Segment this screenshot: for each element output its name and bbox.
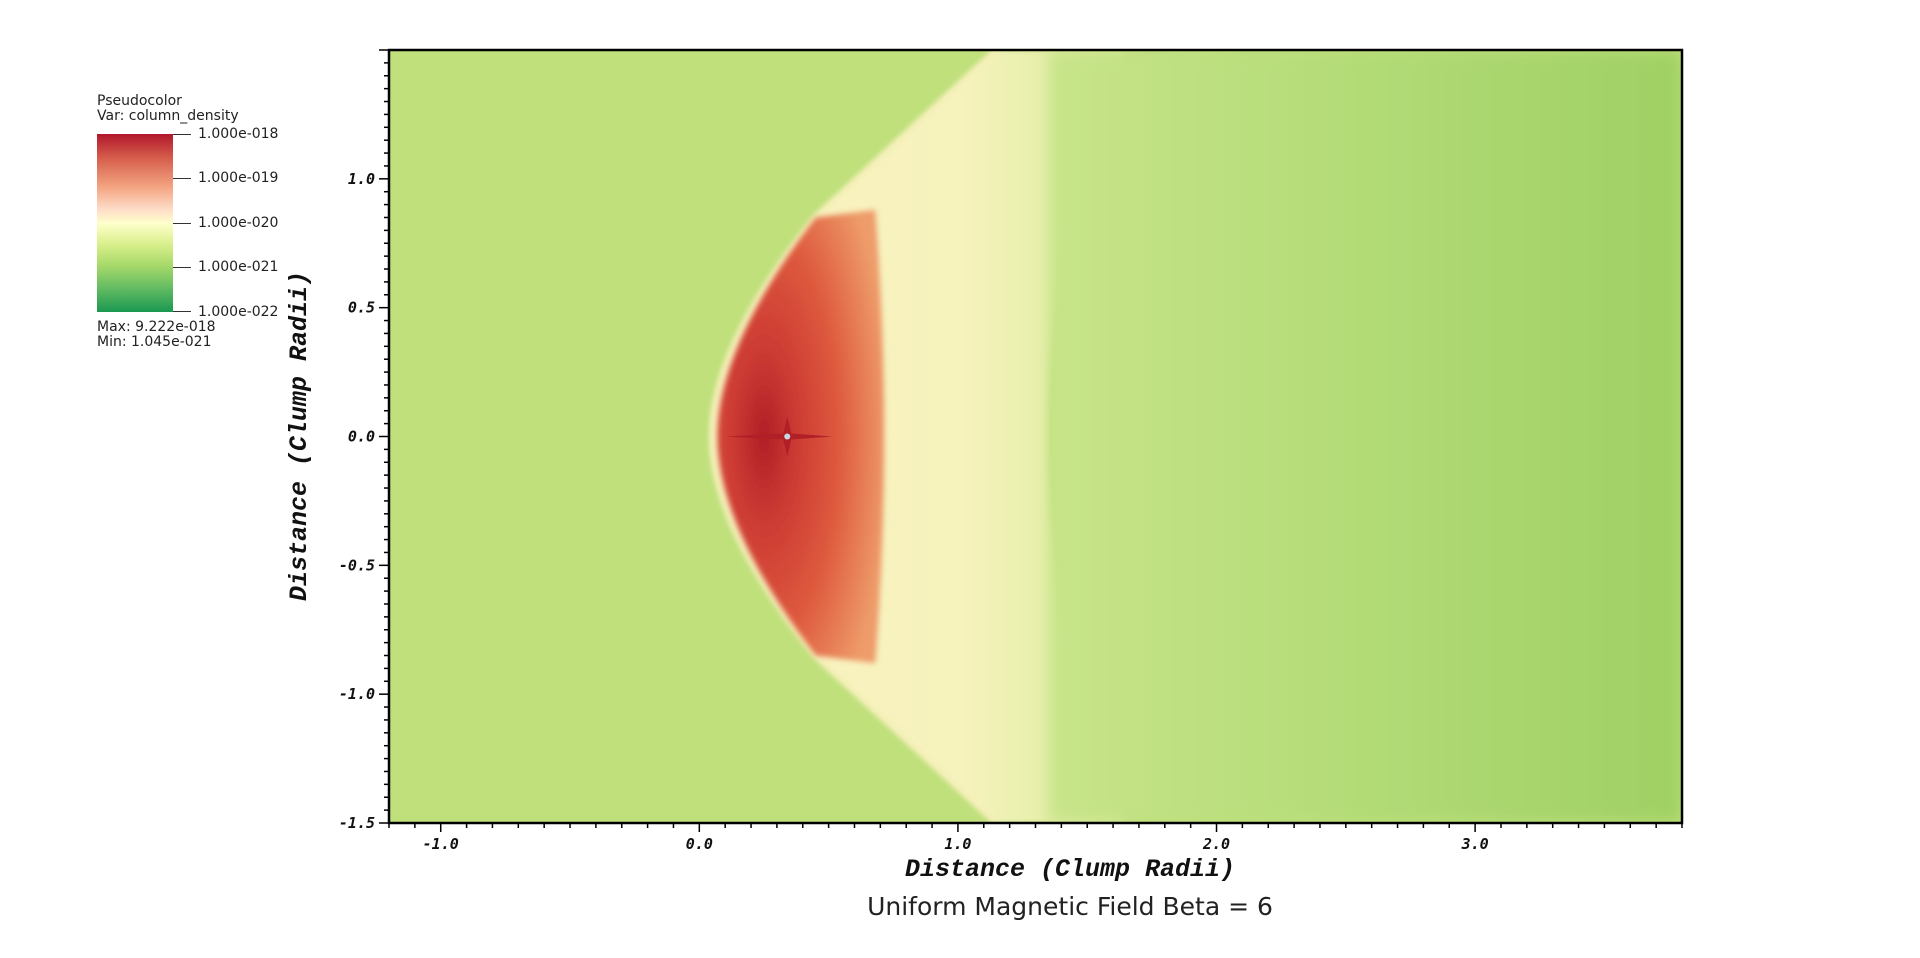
clump-core-dot bbox=[784, 433, 791, 440]
legend-max: Max: 9.222e-018 bbox=[97, 319, 216, 335]
clump-core-star bbox=[725, 416, 833, 457]
y-tick-label: -1.5 bbox=[339, 814, 375, 832]
legend-tick bbox=[173, 311, 191, 312]
wake-region bbox=[1048, 50, 1682, 823]
legend-tick bbox=[173, 267, 191, 268]
y-tick-label: 0.5 bbox=[348, 299, 375, 317]
legend-tick-label: 1.000e-021 bbox=[198, 259, 279, 275]
x-tick-label: 2.0 bbox=[1202, 835, 1230, 853]
x-tick-label: 0.0 bbox=[686, 835, 713, 853]
heatmap-image bbox=[389, 50, 1682, 823]
legend-plot-type: Pseudocolor bbox=[97, 93, 182, 109]
x-axis: -1.0 0.0 1.0 2.0 3.0 bbox=[388, 823, 1683, 853]
x-tick-label: 1.0 bbox=[944, 835, 971, 853]
y-axis: 1.0 0.5 0.0 -0.5 -1.0 -1.5 bbox=[339, 49, 389, 832]
x-tick-label: 3.0 bbox=[1461, 835, 1489, 853]
clump-core bbox=[725, 416, 833, 457]
legend-tick-label: 1.000e-020 bbox=[198, 215, 279, 231]
legend-min: Min: 1.045e-021 bbox=[97, 334, 212, 350]
legend-tick-label: 1.000e-022 bbox=[198, 304, 279, 320]
bow-shock-front bbox=[709, 50, 999, 823]
legend-tick bbox=[173, 178, 191, 179]
y-tick-label: 0.0 bbox=[348, 428, 375, 446]
legend-tick bbox=[173, 134, 191, 135]
legend-tick-label: 1.000e-018 bbox=[198, 126, 279, 142]
x-tick-label: -1.0 bbox=[423, 835, 459, 853]
y-axis-title: Distance (Clump Radii) bbox=[285, 271, 314, 601]
y-tick-label: 1.0 bbox=[348, 170, 375, 188]
color-legend: Pseudocolor Var: column_density 1.000e-0… bbox=[97, 94, 327, 364]
chart-caption: Uniform Magnetic Field Beta = 6 bbox=[867, 892, 1273, 921]
y-tick-label: -1.0 bbox=[339, 685, 375, 703]
legend-variable: Var: column_density bbox=[97, 108, 239, 124]
legend-tick-label: 1.000e-019 bbox=[198, 170, 279, 186]
y-tick-label: -0.5 bbox=[339, 556, 375, 574]
legend-tick bbox=[173, 223, 191, 224]
legend-colorbar bbox=[97, 134, 173, 312]
x-axis-title: Distance (Clump Radii) bbox=[905, 855, 1235, 884]
